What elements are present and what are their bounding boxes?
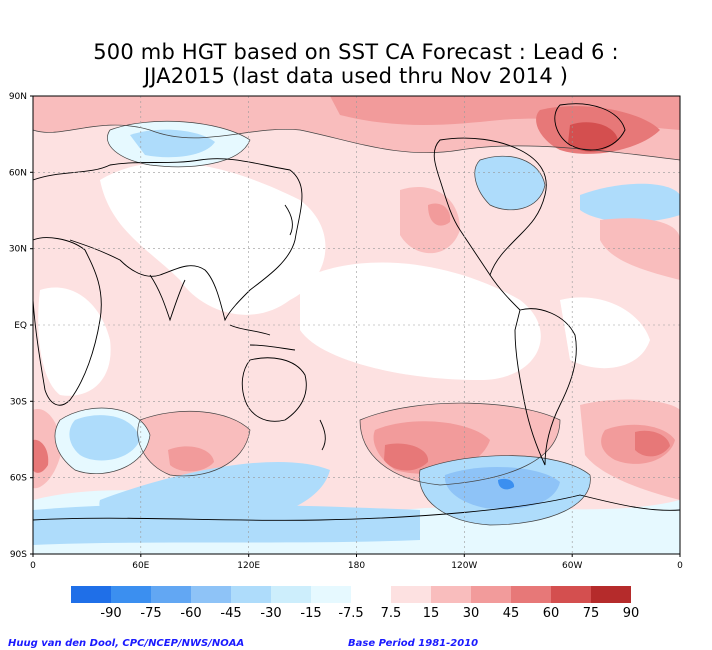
colorbar-swatch (511, 586, 551, 603)
contour-lines (33, 120, 680, 526)
field-cool-center-canada (474, 156, 545, 210)
coastline-greenland (554, 103, 626, 151)
colorbar-label: 75 (583, 606, 600, 621)
coastlines (33, 103, 680, 521)
color-bar: -90 -75 -60 -45 -30 -15 -7.5 7.5 15 30 45 60 75 90 (71, 586, 639, 621)
field-warm-core-pacific (428, 203, 451, 226)
contour-line-canada (474, 155, 546, 211)
field-warm-patch-europe (600, 218, 680, 280)
colorbar-swatch (431, 586, 471, 603)
lon-tick-label: 120W (451, 561, 477, 571)
colorbar-label: -7.5 (338, 606, 363, 621)
coastline-new-zealand (319, 419, 326, 451)
lon-tick-label: 60W (562, 561, 582, 571)
coastline-africa (33, 237, 102, 406)
colorbar-label: 7.5 (381, 606, 402, 621)
colorbar-swatch (71, 586, 111, 603)
field-warm-core-north (330, 96, 680, 130)
field-cool-center-atlantic (580, 183, 680, 222)
lat-tick-label: 60S (10, 474, 27, 484)
lon-tick-label: 0 (677, 561, 683, 571)
colorbar-label: 30 (463, 606, 480, 621)
lat-tick-label: 60N (9, 168, 27, 178)
coastline-eurasia (33, 158, 303, 322)
colorbar-swatch (151, 586, 191, 603)
credit-author: Huug van den Dool, CPC/NCEP/NWS/NOAA (8, 638, 245, 649)
colorbar-swatch (191, 586, 231, 603)
colorbar-label: -60 (180, 606, 201, 621)
coastline-japan (284, 204, 293, 236)
lat-tick-label: 30S (10, 397, 27, 407)
lat-tick-label: 30N (9, 245, 27, 255)
anomaly-field (33, 96, 680, 554)
map-title-line2: JJA2015 (last data used thru Nov 2014 ) (143, 64, 569, 88)
coastline-australia (241, 357, 307, 422)
colorbar-label: -30 (260, 606, 281, 621)
lon-tick-label: 180 (348, 561, 365, 571)
field-cool-max-amundsen (498, 478, 515, 490)
field-warm-band-indian (137, 411, 250, 476)
field-neutral-region-asia (100, 162, 326, 315)
contour-line-indian-warm (137, 410, 251, 477)
colorbar-label: -15 (300, 606, 321, 621)
colorbar-swatch (391, 586, 431, 603)
coastline-india (149, 274, 186, 322)
colorbar-swatch (311, 586, 351, 603)
colorbar-swatch (591, 586, 631, 603)
field-neutral-region-africa (38, 287, 111, 396)
map-title-line1: 500 mb HGT based on SST CA Forecast : Le… (93, 40, 619, 64)
colorbar-label: 45 (503, 606, 520, 621)
credit-base-period: Base Period 1981-2010 (348, 638, 479, 649)
field-warm-max-north (568, 122, 618, 152)
lon-tick-label: 120E (237, 561, 260, 571)
colorbar-label: 60 (543, 606, 560, 621)
field-cool-band-southern-ocean (33, 504, 420, 545)
coastline-antarctica (33, 494, 680, 521)
coastline-north-america (433, 137, 547, 277)
lat-tick-label: EQ (14, 321, 27, 331)
lat-tick-label: 90S (10, 550, 27, 560)
contour-line-siberia (107, 120, 251, 168)
coastline-south-america (514, 308, 577, 466)
field-warm-max-south-atlantic (635, 430, 670, 457)
colorbar-label: -75 (140, 606, 161, 621)
field-cool-core-south-indian (69, 415, 140, 461)
colorbar-label: 15 (423, 606, 440, 621)
field-warm-max-south-pacific (384, 443, 429, 471)
contour-line-amundsen (419, 455, 591, 526)
colorbar-swatch (231, 586, 271, 603)
field-warm-core-sw-indian (33, 439, 49, 473)
field-warm-patch-pacific (400, 186, 460, 254)
coastline-indonesia (229, 324, 296, 351)
colorbar-swatch (271, 586, 311, 603)
colorbar-swatch (351, 586, 391, 603)
contour-line-south-indian-cool (54, 407, 151, 474)
colorbar-swatch (471, 586, 511, 603)
lon-tick-label: 60E (132, 561, 149, 571)
colorbar-label: -90 (100, 606, 121, 621)
lon-tick-label: 0 (30, 561, 36, 571)
colorbar-swatch (111, 586, 151, 603)
lat-tick-label: 90N (9, 92, 27, 102)
field-neutral-region-pacific (300, 262, 541, 380)
colorbar-label: 90 (623, 606, 640, 621)
field-warm-core-indian (168, 446, 214, 472)
colorbar-label: -45 (220, 606, 241, 621)
field-cool-core-siberia (130, 129, 215, 158)
coastline-central-america (489, 274, 521, 311)
graticule (33, 96, 680, 554)
tick-marks (30, 95, 681, 557)
colorbar-swatch (551, 586, 591, 603)
field-neutral-region-atlantic (560, 297, 650, 369)
contour-line-north-band (33, 124, 680, 161)
